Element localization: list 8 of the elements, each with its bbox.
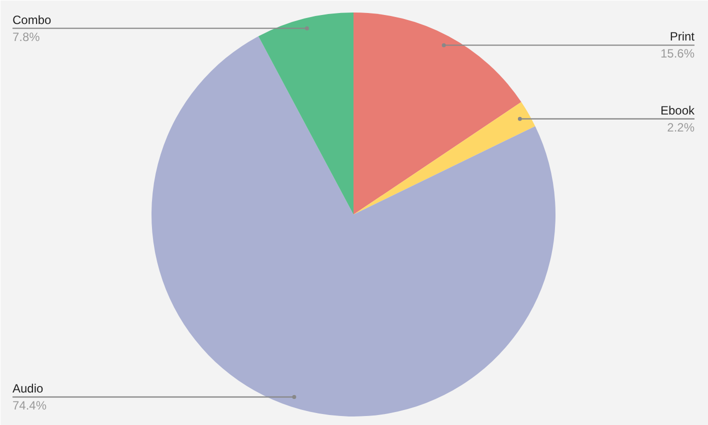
slice-label: Combo bbox=[12, 12, 52, 27]
slice-label: Print bbox=[670, 30, 696, 44]
data-label: 7.8% bbox=[12, 30, 40, 44]
slice-label: Audio bbox=[12, 382, 44, 396]
data-label: 2.2% bbox=[667, 120, 695, 134]
data-label: 15.6% bbox=[660, 46, 695, 61]
slice-label: Ebook bbox=[660, 103, 696, 118]
data-label: 74.4% bbox=[12, 398, 47, 413]
